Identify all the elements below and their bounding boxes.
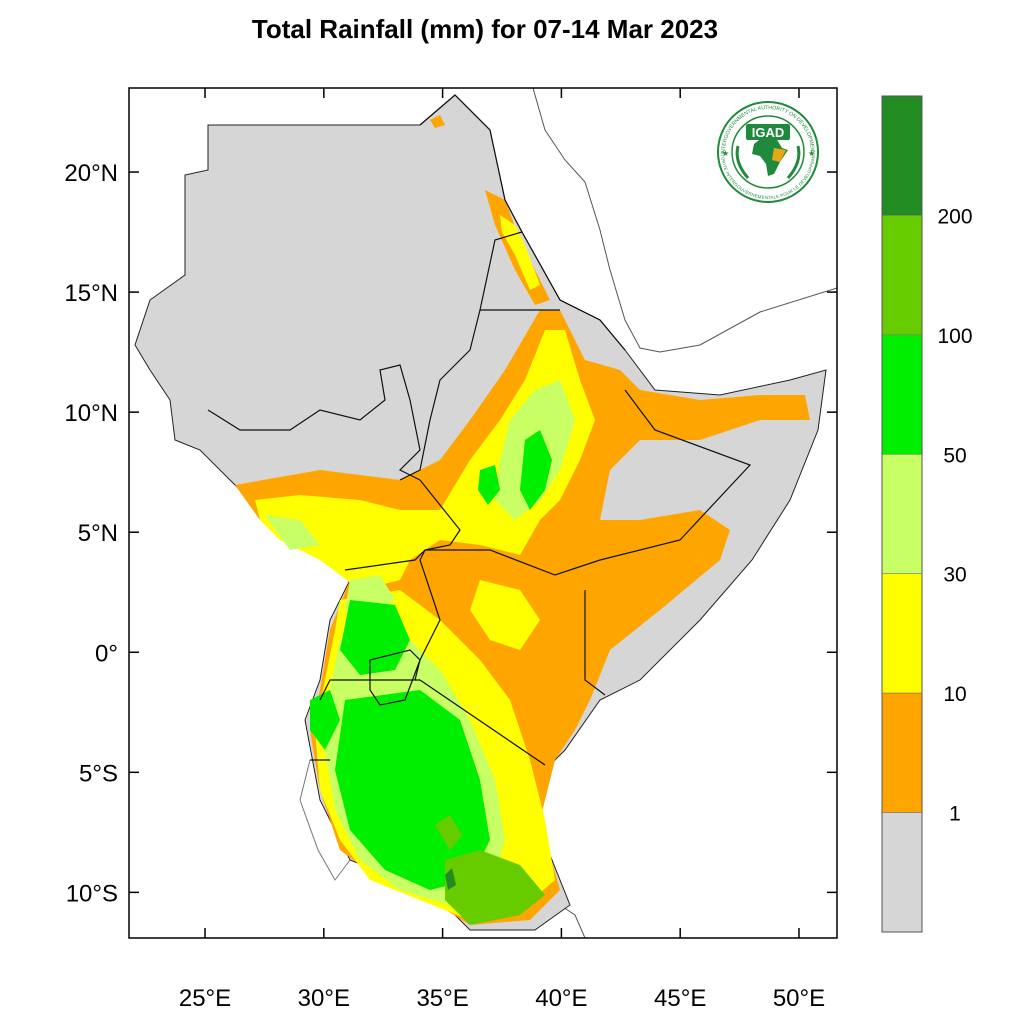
color-legend: 1 10 30 50 100 200: [881, 95, 973, 933]
legend-label: 200: [937, 205, 972, 228]
laurel-right-icon: [786, 145, 801, 179]
lon-tick-label: 40°E: [535, 985, 587, 1012]
logo-star-left: ★: [722, 149, 729, 158]
africa-map-icon: [752, 136, 788, 176]
lat-tick-label: 5°N: [78, 520, 118, 547]
legend-swatch: [881, 215, 923, 336]
legend-swatch: [881, 95, 923, 216]
legend-label: 1: [949, 803, 961, 826]
map-area: [134, 88, 837, 938]
lon-tick-label: 50°E: [773, 985, 825, 1012]
lon-tick-label: 25°E: [179, 985, 231, 1012]
legend-label: 100: [937, 325, 972, 348]
rain-over-200: [445, 868, 456, 890]
map-frame: [128, 87, 838, 939]
lon-tick-label: 35°E: [416, 985, 468, 1012]
congo-coastline: [299, 759, 351, 881]
lat-tick-label: 20°N: [64, 160, 118, 187]
legend-swatch: [881, 692, 923, 813]
legend-swatch: [881, 812, 923, 933]
arabia-coastline: [532, 88, 837, 353]
lat-tick-label: 5°S: [79, 760, 118, 787]
lon-tick-label: 30°E: [298, 985, 350, 1012]
country-borders: [207, 94, 752, 766]
map-title: Total Rainfall (mm) for 07-14 Mar 2023: [251, 14, 719, 44]
rain-100-200: [435, 815, 545, 925]
legend-label: 30: [943, 564, 966, 587]
logo-text: IGAD: [752, 125, 785, 140]
laurel-left-icon: [735, 145, 750, 179]
longitude-axis: 25°E 30°E 35°E 40°E 45°E 50°E: [179, 88, 825, 1012]
legend-label: 50: [943, 444, 966, 467]
lat-tick-label: 0°: [95, 640, 118, 667]
legend-frame: [881, 95, 923, 933]
legend-swatch: [881, 573, 923, 694]
lon-tick-label: 45°E: [654, 985, 706, 1012]
latitude-axis: 20°N 15°N 10°N 5°N 0° 5°S 10°S: [64, 160, 837, 907]
igad-logo: IGAD ★ ★ INTERGOVERNMENTAL AUTHORITY ON …: [717, 101, 819, 203]
lat-tick-label: 10°N: [64, 400, 118, 427]
legend-swatch: [881, 334, 923, 455]
logo-star-right: ★: [808, 149, 815, 158]
legend-label: 10: [943, 683, 966, 706]
lat-tick-label: 15°N: [64, 280, 118, 307]
legend-swatch: [881, 453, 923, 575]
lat-tick-label: 10°S: [66, 880, 118, 907]
